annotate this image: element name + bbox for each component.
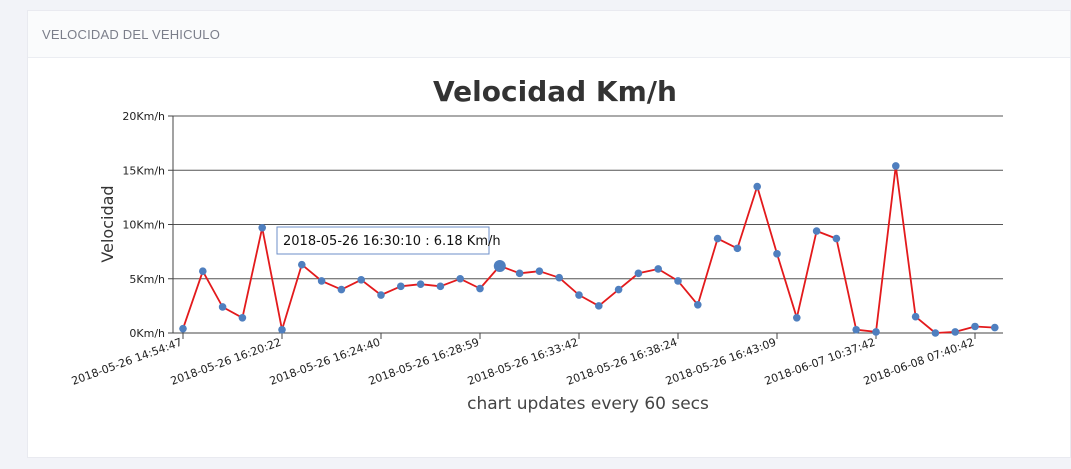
data-point [357,276,366,284]
x-tick-label: 2018-06-07 10:37:42 [763,336,877,388]
data-point [892,162,900,170]
data-point [278,325,286,334]
data-point [397,282,405,291]
data-point [832,234,841,243]
data-point [416,280,425,288]
data-point [674,277,682,285]
data-point [493,259,506,272]
data-point [218,303,227,311]
y-axis-label: Velocidad [98,185,117,262]
data-point [238,314,247,322]
data-point [852,325,860,334]
data-point [436,282,445,291]
data-point [595,302,603,310]
data-point [753,182,761,191]
data-point [515,269,524,278]
data-point [614,285,623,294]
x-tick-label: 2018-05-26 16:28:59 [367,336,481,388]
data-point [575,291,583,299]
y-axis: 0Km/h 5Km/h 10Km/h 15Km/h 20Km/h [122,110,174,340]
data-point [298,260,306,269]
data-point [476,284,484,293]
data-point [793,314,801,322]
tooltip-text: 2018-05-26 16:30:10 : 6.18 Km/h [283,234,501,249]
data-point [317,277,326,285]
data-point [337,285,346,294]
data-point [812,227,821,235]
chart-title: Velocidad Km/h [433,75,677,108]
speed-panel: VELOCIDAD DEL VEHICULO [27,10,1071,458]
data-point [199,267,207,275]
y-tick-label: 15Km/h [122,164,165,177]
data-point [535,267,544,275]
y-tick-label: 20Km/h [122,110,165,123]
x-tick-label: 2018-05-26 14:54:47 [70,336,184,388]
panel-header: VELOCIDAD DEL VEHICULO [28,11,1070,58]
data-point [654,265,662,273]
x-tick-label: 2018-05-26 16:43:09 [664,336,778,388]
data-point [555,273,563,282]
data-point [773,249,781,258]
grid-lines [173,115,1003,334]
data-point [872,328,880,336]
x-tick-label: 2018-06-08 07:40:42 [862,336,976,388]
y-tick-label: 10Km/h [122,219,165,232]
data-point [258,223,267,232]
series-speed [179,162,999,337]
data-point [733,244,742,253]
y-tick-label: 5Km/h [129,273,165,286]
tooltip: 2018-05-26 16:30:10 : 6.18 Km/h [276,226,501,255]
data-point [179,324,187,333]
data-point [694,300,702,309]
data-point [377,291,385,299]
data-point [991,323,999,332]
data-point [971,322,979,331]
x-tick-label: 2018-05-26 16:20:22 [169,336,283,388]
data-point [951,328,959,336]
tooltip-box [276,226,490,255]
x-tick-label: 2018-05-26 16:33:42 [466,336,580,388]
data-point [931,329,940,337]
data-point [713,234,722,243]
x-tick-label: 2018-05-26 16:38:24 [565,336,679,388]
data-point [911,312,920,321]
panel-title: VELOCIDAD DEL VEHICULO [42,26,221,42]
data-point [456,274,465,283]
data-point [634,269,643,278]
y-tick-label: 0Km/h [129,327,165,340]
x-tick-label: 2018-05-26 16:24:40 [268,336,382,388]
chart-caption: chart updates every 60 secs [467,394,709,414]
